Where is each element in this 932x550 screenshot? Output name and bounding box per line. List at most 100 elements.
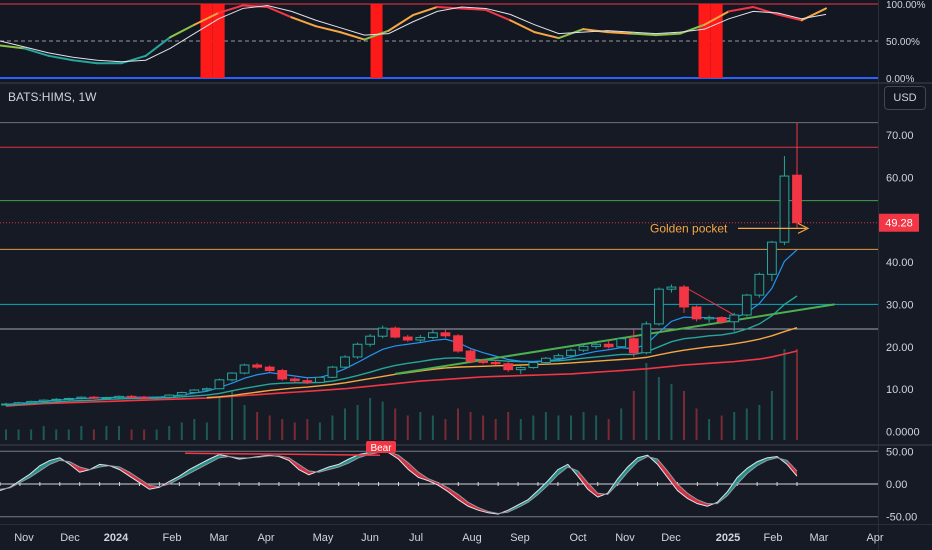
volume-bar-60 xyxy=(758,405,761,440)
ma-orange-line xyxy=(206,327,798,399)
volume-bar-29 xyxy=(369,398,372,440)
price-axis-border xyxy=(878,0,879,550)
candle-body-21 xyxy=(264,366,275,372)
time-tick-1: Dec xyxy=(60,532,80,544)
ema-fast-line xyxy=(5,249,798,406)
candle-body-4 xyxy=(51,398,62,401)
candle-body-20 xyxy=(252,364,263,368)
top-osc-d-line xyxy=(0,4,827,63)
candle-body-15 xyxy=(189,389,200,394)
bottom-osc-fill-3 xyxy=(29,465,40,478)
candle-body-24 xyxy=(302,380,313,383)
bottom-osc-fill-55 xyxy=(547,469,558,486)
top-osc-highlight-bar-1 xyxy=(212,4,225,78)
volume-bar-42 xyxy=(532,415,535,440)
candle-body-16 xyxy=(201,388,212,391)
candle-body-9 xyxy=(114,395,124,399)
candle-body-5 xyxy=(63,397,74,400)
candle-body-23 xyxy=(289,378,300,382)
time-tick-14: 2025 xyxy=(716,532,740,544)
bottom-osc-fill-74 xyxy=(737,468,748,484)
top-osc-k-seg-10 xyxy=(241,4,269,8)
volume-bar-2 xyxy=(30,429,33,440)
candle-body-60 xyxy=(754,273,765,296)
volume-bar-7 xyxy=(92,429,95,440)
volume-bar-22 xyxy=(281,419,284,440)
candle-body-32 xyxy=(402,336,413,341)
last-price-badge xyxy=(879,213,919,232)
volume-bar-3 xyxy=(42,426,45,440)
bottom-osc-fill-40 xyxy=(398,455,409,470)
volume-bar-62 xyxy=(783,349,786,440)
candle-body-13 xyxy=(164,394,175,398)
bottom-osc-fill-62 xyxy=(617,466,628,484)
volume-bar-44 xyxy=(557,415,560,440)
top-osc-tick-1: 50.00% xyxy=(886,37,920,48)
time-tick-6: May xyxy=(313,532,334,544)
currency-button[interactable]: USD xyxy=(884,86,926,110)
volume-bar-15 xyxy=(193,419,196,440)
bottom-osc-fill-14 xyxy=(139,478,150,490)
bottom-osc-fill-7 xyxy=(69,461,80,473)
bottom-osc-main-line xyxy=(0,450,798,515)
volume-bar-40 xyxy=(507,412,510,440)
candle-body-41 xyxy=(515,367,526,371)
candle-body-50 xyxy=(628,338,639,354)
candle-body-1 xyxy=(13,402,24,405)
price-tick-5: 20.00 xyxy=(886,342,914,354)
top-osc-k-seg-30 xyxy=(727,5,755,13)
golden-pocket-label: Golden pocket xyxy=(650,221,728,235)
top-osc-tick-0: 100.00% xyxy=(886,0,926,11)
top-osc-highlight-bar-3 xyxy=(698,4,711,78)
candle-body-38 xyxy=(478,360,489,363)
candle-body-47 xyxy=(591,343,602,347)
bottom-osc-fill-58 xyxy=(577,470,588,490)
volume-bar-12 xyxy=(155,429,158,440)
candle-body-11 xyxy=(139,396,150,399)
top-osc-k-seg-0 xyxy=(0,44,26,50)
volume-bar-35 xyxy=(444,419,447,440)
bottom-osc-fill-52 xyxy=(518,499,529,508)
top-osc-k-seg-14 xyxy=(339,31,366,41)
top-osc-k-seg-6 xyxy=(144,36,172,57)
top-osc-k-seg-32 xyxy=(776,13,803,22)
candle-body-19 xyxy=(239,364,250,374)
divider-top xyxy=(0,82,932,84)
price-tick-6: 10.00 xyxy=(886,384,914,396)
time-tick-2: 2024 xyxy=(104,532,129,544)
time-tick-17: Apr xyxy=(866,532,883,544)
candle-body-37 xyxy=(465,350,476,362)
volume-bar-47 xyxy=(595,415,598,440)
top-osc-k-seg-25 xyxy=(606,31,633,35)
ema-slow-line xyxy=(5,295,798,406)
ma-red-line xyxy=(5,350,798,407)
candle-body-22 xyxy=(277,370,288,380)
bottom-osc-fill-54 xyxy=(537,480,548,495)
candle-body-53 xyxy=(666,286,677,290)
candle-body-29 xyxy=(365,335,376,345)
bottom-osc-fill-18 xyxy=(179,469,190,479)
candle-body-58 xyxy=(729,314,740,323)
candle-body-31 xyxy=(390,327,401,338)
bottom-osc-fill-56 xyxy=(557,464,568,475)
volume-bar-0 xyxy=(5,429,7,440)
price-tick-0: 70.00 xyxy=(886,130,914,142)
volume-bar-55 xyxy=(695,408,698,440)
price-tick-4: 30.00 xyxy=(886,299,914,311)
candle-body-48 xyxy=(603,343,614,348)
bottom-osc-fill-44 xyxy=(438,482,449,492)
candle-body-62 xyxy=(779,175,790,243)
price-tick-3: 40.00 xyxy=(886,257,914,269)
volume-bar-54 xyxy=(683,391,685,440)
candle-body-2 xyxy=(26,400,37,404)
bottom-osc-fill-63 xyxy=(627,457,638,473)
volume-bar-26 xyxy=(331,415,334,440)
bottom-osc-fill-59 xyxy=(587,482,598,498)
candle-body-63 xyxy=(792,174,802,224)
candle-body-33 xyxy=(415,336,426,341)
top-osc-k-seg-26 xyxy=(630,32,657,37)
volume-bar-8 xyxy=(105,426,108,440)
volume-bar-25 xyxy=(318,422,321,440)
